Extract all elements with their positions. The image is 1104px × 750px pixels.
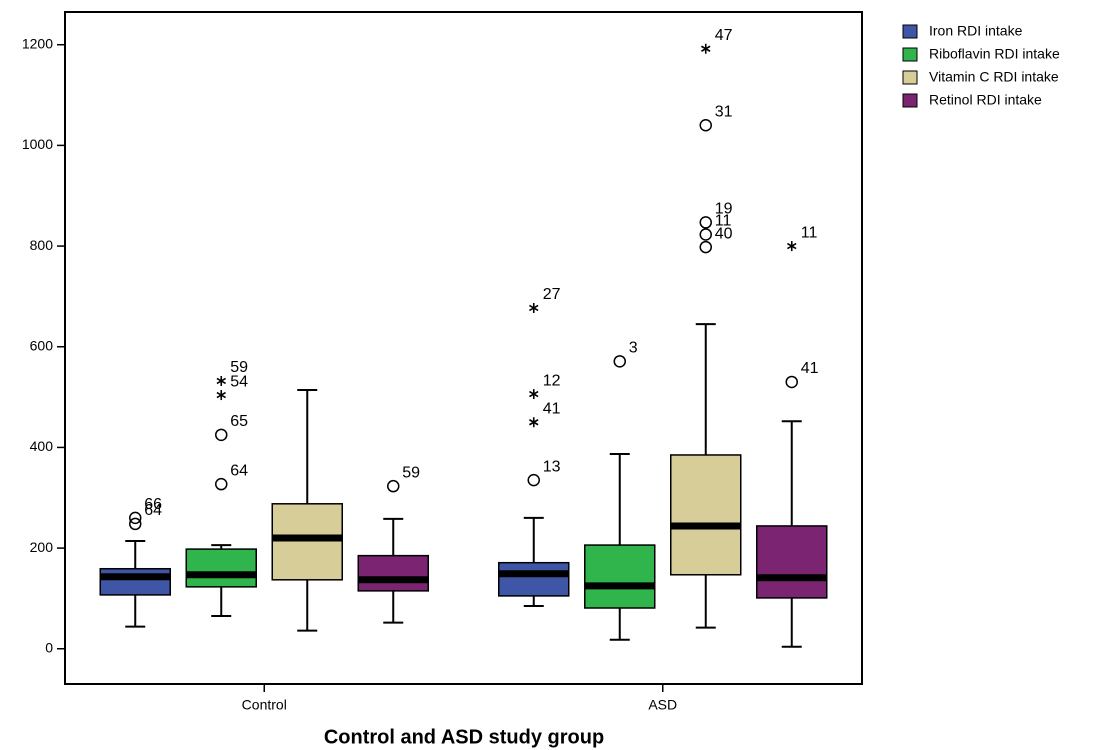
outlier-circle	[699, 119, 712, 132]
outlier-star	[787, 241, 797, 252]
outlier-label: 3	[629, 340, 638, 357]
plot-frame	[64, 11, 863, 685]
outlier-label: 65	[230, 413, 248, 430]
outlier-star	[216, 390, 226, 401]
outlier-label: 27	[543, 286, 561, 303]
x-axis-label: Control and ASD study group	[324, 726, 604, 748]
outlier-label: 59	[402, 464, 420, 481]
outlier-circle	[613, 355, 626, 368]
star-stroke	[787, 242, 797, 250]
outlier-circle	[527, 473, 540, 487]
y-tick-label: 600	[30, 337, 54, 353]
box-group	[271, 389, 343, 632]
box	[756, 525, 828, 599]
outlier-label: 19	[715, 201, 733, 218]
outlier-circle	[785, 375, 798, 389]
outlier-circle	[129, 517, 142, 531]
legend-label: Iron RDI intake	[929, 23, 1023, 39]
outlier-label: 40	[715, 225, 733, 242]
box	[584, 544, 656, 609]
outlier-label: 41	[543, 400, 561, 417]
outlier-star	[529, 389, 539, 400]
outlier-label: 11	[715, 213, 732, 230]
outlier-circle	[699, 228, 712, 241]
y-tick-label: 400	[30, 438, 54, 454]
outlier-label: 59	[230, 359, 248, 376]
outlier-star	[529, 302, 539, 313]
y-tick-label: 1000	[22, 136, 53, 152]
box-group: 3	[584, 340, 656, 641]
legend-label: Riboflavin RDI intake	[929, 46, 1060, 62]
box	[99, 567, 171, 596]
star-stroke	[529, 419, 539, 426]
x-tick-label: ASD	[648, 697, 677, 713]
outlier-label: 47	[715, 27, 733, 44]
y-tick-label: 0	[45, 639, 53, 655]
legend-swatch	[902, 70, 918, 85]
star-stroke	[216, 391, 226, 399]
outlier-label: 12	[543, 372, 561, 389]
outlier-circle	[387, 479, 400, 493]
legend-swatch	[902, 93, 918, 108]
outlier-label: 41	[801, 360, 819, 377]
outlier-label: 64	[230, 462, 248, 479]
box-group: 59	[357, 464, 429, 624]
outlier-star	[529, 417, 539, 428]
box-group: 41 11	[756, 224, 828, 648]
outlier-circle	[215, 428, 228, 442]
star-stroke	[701, 45, 711, 52]
legend-swatch	[902, 47, 918, 62]
legend-label: Vitamin C RDI intake	[929, 69, 1059, 85]
box	[271, 503, 343, 581]
legend-label: Retinol RDI intake	[929, 92, 1042, 108]
star-stroke	[529, 304, 539, 312]
outlier-label: 66	[144, 496, 162, 513]
outlier-label: 13	[543, 458, 561, 475]
box	[498, 561, 570, 597]
star-stroke	[216, 377, 226, 385]
outlier-star	[701, 43, 711, 54]
legend-swatch	[902, 24, 918, 39]
box	[670, 454, 742, 576]
box	[185, 548, 257, 588]
y-tick-label: 1200	[22, 35, 53, 51]
outlier-label: 64	[144, 502, 162, 519]
outlier-circle	[699, 216, 712, 229]
outlier-star	[216, 375, 226, 386]
star-stroke	[529, 390, 539, 398]
y-tick-label: 200	[30, 539, 54, 555]
box-group: 13 41 12 27	[498, 286, 570, 607]
box	[357, 554, 429, 592]
outlier-circle	[699, 240, 712, 254]
outlier-label: 11	[801, 224, 818, 241]
outlier-circle	[129, 511, 142, 525]
outlier-label: 54	[230, 373, 248, 390]
x-tick-label: Control	[242, 697, 287, 713]
outlier-label: 31	[715, 103, 733, 120]
y-tick-label: 800	[30, 237, 54, 253]
outlier-circle	[215, 477, 228, 491]
